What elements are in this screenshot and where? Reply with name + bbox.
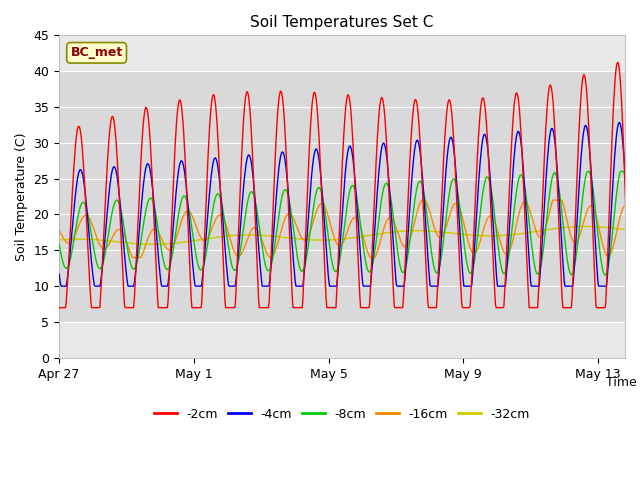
- Legend: -2cm, -4cm, -8cm, -16cm, -32cm: -2cm, -4cm, -8cm, -16cm, -32cm: [149, 403, 535, 426]
- Title: Soil Temperatures Set C: Soil Temperatures Set C: [250, 15, 434, 30]
- Text: BC_met: BC_met: [70, 46, 123, 60]
- Y-axis label: Soil Temperature (C): Soil Temperature (C): [15, 132, 28, 261]
- Bar: [59, 71, 625, 322]
- X-axis label: Time: Time: [605, 375, 636, 388]
